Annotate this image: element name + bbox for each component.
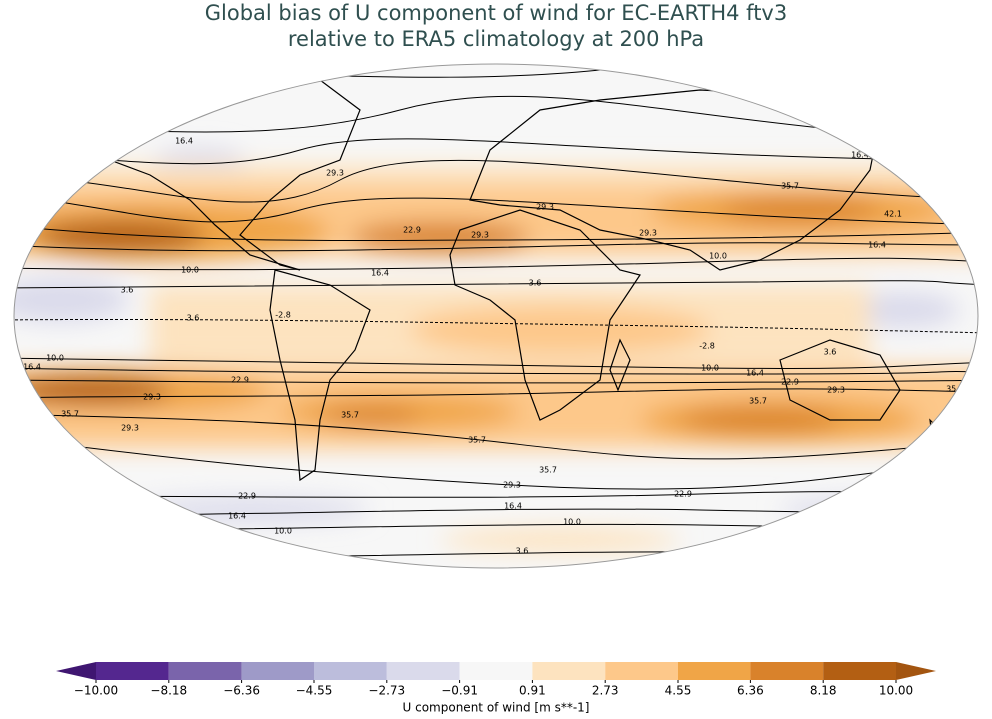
- contour-label-bg: [46, 432, 68, 442]
- contour-label: 16.4: [851, 151, 869, 160]
- contour-label: 29.3: [143, 393, 161, 402]
- contour-label: 29.3: [503, 481, 521, 490]
- contour-label: 29.3: [536, 203, 554, 212]
- contour-label: 3.6: [824, 348, 837, 357]
- contour-label-bg: [949, 225, 971, 235]
- contour-label: 10.0: [46, 354, 64, 363]
- contour-label: -2.8: [275, 311, 291, 320]
- contour-label-bg: [61, 156, 83, 166]
- colorbar-tick-label: −4.55: [296, 684, 333, 698]
- contour-label: 35.7: [61, 410, 79, 419]
- colorbar-bin: [750, 662, 824, 680]
- contour-label: 10.0: [181, 266, 199, 275]
- contour-label-bg: [224, 65, 246, 75]
- contour-label: 3.6: [187, 314, 200, 323]
- contour-label: 16.4: [23, 363, 41, 372]
- contour-label: 22.9: [403, 226, 421, 235]
- contour-label: 3.6: [366, 561, 379, 570]
- colorbar-tick-label: −8.18: [150, 684, 187, 698]
- contour-label: 10.0: [274, 527, 292, 536]
- contour-label: 35.7: [749, 397, 767, 406]
- contour-label: 16.4: [868, 241, 886, 250]
- colorbar-bin: [823, 662, 896, 680]
- contour-label: 3.6: [121, 286, 134, 295]
- contour-label: 22.9: [781, 378, 799, 387]
- colorbar-tick-label: 6.36: [737, 684, 764, 698]
- contour-label: 3.6: [229, 66, 242, 75]
- colorbar-bin: [605, 662, 678, 680]
- contour-label: 29.3: [326, 169, 344, 178]
- contour-label: 16.4: [228, 512, 246, 521]
- colorbar-extend-low: [56, 662, 96, 680]
- contour-label-bg: [107, 135, 129, 145]
- contour-label: 22.9: [48, 433, 66, 442]
- colorbar-label: U component of wind [m s**-1]: [403, 701, 590, 715]
- contour-label: 35.7: [341, 411, 359, 420]
- globe-outline: [13, 63, 979, 569]
- colorbar-tick-label: 10.00: [879, 684, 913, 698]
- contour-label: 10.0: [701, 364, 719, 373]
- contour-label: 22.9: [63, 157, 81, 166]
- contour-label-bg: [64, 167, 86, 177]
- contour-label-bg: [361, 560, 383, 570]
- contour-label: 3.6: [529, 279, 542, 288]
- contour-label: 42.1: [884, 210, 902, 219]
- title: Global bias of U component of wind for E…: [205, 1, 787, 25]
- colorbar-tick-label: 8.18: [810, 684, 837, 698]
- contour-label: 16.4: [175, 137, 193, 146]
- contour-label: 16.4: [504, 502, 522, 511]
- contour-label: 22.9: [674, 490, 692, 499]
- colorbar-tick-label: −2.73: [368, 684, 405, 698]
- contour-label: 22.9: [238, 492, 256, 501]
- colorbar-tick-label: 4.55: [665, 684, 692, 698]
- colorbar-bin: [168, 662, 242, 680]
- contour-label: 35.7: [539, 466, 557, 475]
- contour-label: -2.8: [699, 342, 715, 351]
- contour-label: 10.0: [109, 136, 127, 145]
- contour-label: 22.9: [951, 226, 969, 235]
- contour-label: 10.0: [563, 518, 581, 527]
- colorbar-bin: [532, 662, 606, 680]
- colorbar-tick-label: −6.36: [223, 684, 260, 698]
- contour-label: 29.3: [66, 168, 84, 177]
- contour-label: 29.3: [827, 386, 845, 395]
- contour-label: 35.7: [468, 436, 486, 445]
- contour-label: 29.3: [471, 231, 489, 240]
- contour-label: 16.4: [746, 369, 764, 378]
- contour-label: 35.7: [39, 188, 57, 197]
- contour-label: 22.9: [231, 376, 249, 385]
- colorbar-bin: [386, 662, 460, 680]
- colorbar-bin: [678, 662, 751, 680]
- colorbar: −10.00 −8.18 −6.36 −4.55 −2.73 −0.91 0.91 2.73 4…: [56, 662, 936, 698]
- contour-label: 29.3: [121, 424, 139, 433]
- colorbar-bin: [459, 662, 533, 680]
- contour-label: 16.4: [371, 269, 389, 278]
- colorbar-tick-label: −10.00: [74, 684, 118, 698]
- contour-label: 35.7: [946, 385, 964, 394]
- subtitle: relative to ERA5 climatology at 200 hPa: [288, 27, 704, 51]
- contour-label-bg: [37, 187, 59, 197]
- colorbar-tick-label: 0.91: [519, 684, 546, 698]
- colorbar-tick-label: 2.73: [592, 684, 619, 698]
- contour-label: 3.6: [516, 547, 529, 556]
- contour-label: 35.7: [781, 182, 799, 191]
- colorbar-bin: [241, 662, 314, 680]
- contour-label: 29.3: [639, 229, 657, 238]
- colorbar-bin: [96, 662, 169, 680]
- colorbar-tick-label: −0.91: [441, 684, 478, 698]
- contour-label: 10.0: [709, 252, 727, 261]
- map: 3.6 10.0 16.4 22.9 29.3 35.7 29.3 22.9 29.3 29.3 4…: [14, 64, 978, 570]
- colorbar-extend-high: [896, 662, 936, 680]
- colorbar-bin: [314, 662, 387, 680]
